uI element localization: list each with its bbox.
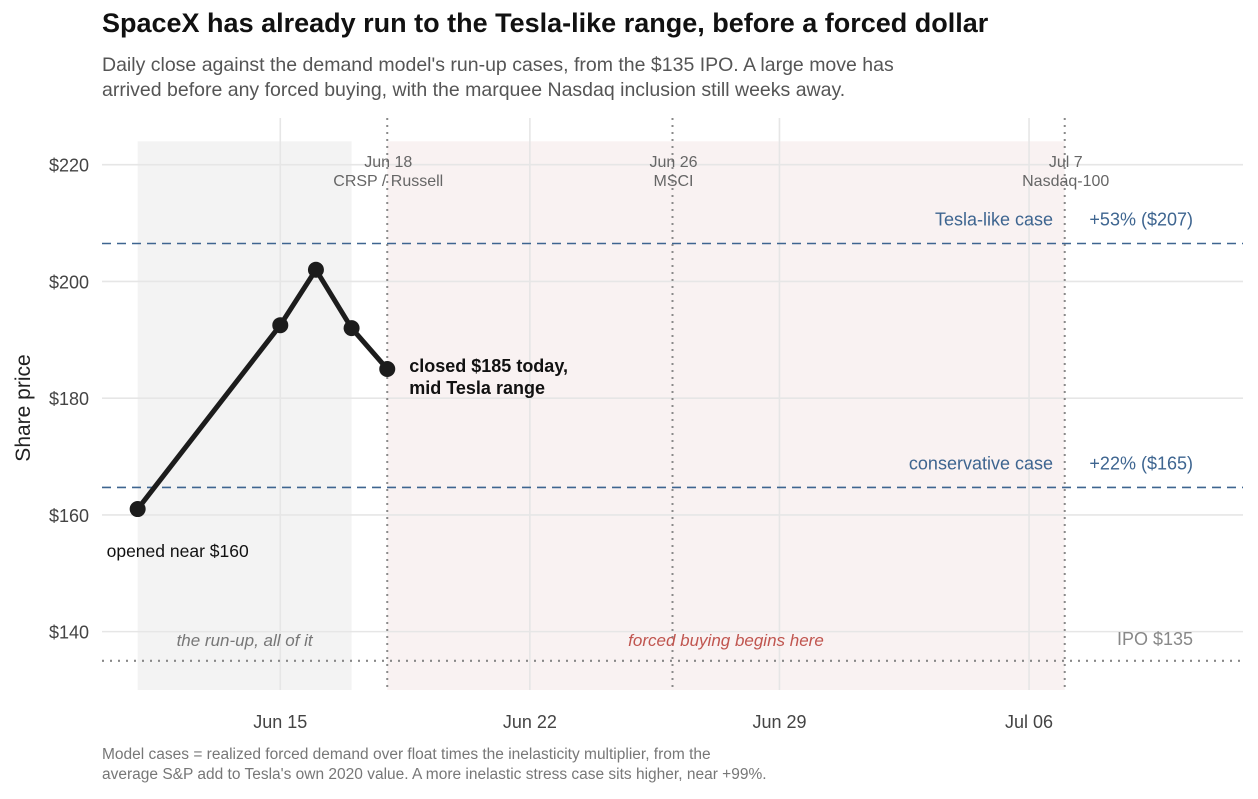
y-axis-title: Share price (12, 354, 35, 461)
event-name-label: Nasdaq-100 (1022, 173, 1109, 190)
price-point (307, 261, 324, 278)
y-tick-label: $220 (49, 156, 89, 176)
close-annotation-line: mid Tesla range (409, 378, 545, 398)
event-date-label: Jul 7 (1049, 154, 1083, 171)
y-tick-label: $200 (49, 272, 89, 292)
subtitle-line: Daily close against the demand model's r… (102, 54, 894, 76)
ipo-label: IPO $135 (1117, 629, 1193, 649)
y-tick-label: $140 (49, 623, 89, 643)
close-annotation-line: closed $185 today, (409, 356, 568, 376)
runup-region (137, 141, 352, 691)
x-tick-label: Jul 06 (1005, 712, 1053, 732)
price-point (129, 501, 146, 518)
caption-line: average S&P add to Tesla's own 2020 valu… (102, 766, 767, 783)
open-annotation: opened near $160 (107, 541, 249, 561)
event-date-label: Jun 26 (649, 154, 697, 171)
y-tick-label: $180 (49, 389, 89, 409)
forced-buying-label: forced buying begins here (628, 631, 824, 650)
event-name-label: MSCI (654, 173, 694, 190)
chart-title: SpaceX has already run to the Tesla-like… (102, 8, 989, 38)
price-point (272, 317, 289, 334)
runup-region-label: the run-up, all of it (177, 631, 314, 650)
case-change-label: +22% ($165) (1089, 453, 1193, 473)
y-tick-label: $160 (49, 506, 89, 526)
event-date-label: Jun 18 (364, 154, 412, 171)
subtitle-line: arrived before any forced buying, with t… (102, 79, 846, 101)
x-tick-label: Jun 22 (503, 712, 557, 732)
chart-caption: Model cases = realized forced demand ove… (102, 745, 1002, 785)
caption-line: Model cases = realized forced demand ove… (102, 746, 711, 763)
case-label: conservative case (909, 453, 1053, 473)
chart-subtitle: Daily close against the demand model's r… (102, 53, 1062, 103)
price-point (379, 360, 396, 377)
forced-buying-region (387, 141, 1065, 691)
case-change-label: +53% ($207) (1089, 209, 1193, 229)
case-label: Tesla-like case (935, 209, 1053, 229)
x-tick-label: Jun 15 (253, 712, 307, 732)
price-point (343, 320, 360, 337)
event-name-label: CRSP / Russell (333, 173, 443, 190)
x-tick-label: Jun 29 (752, 712, 806, 732)
